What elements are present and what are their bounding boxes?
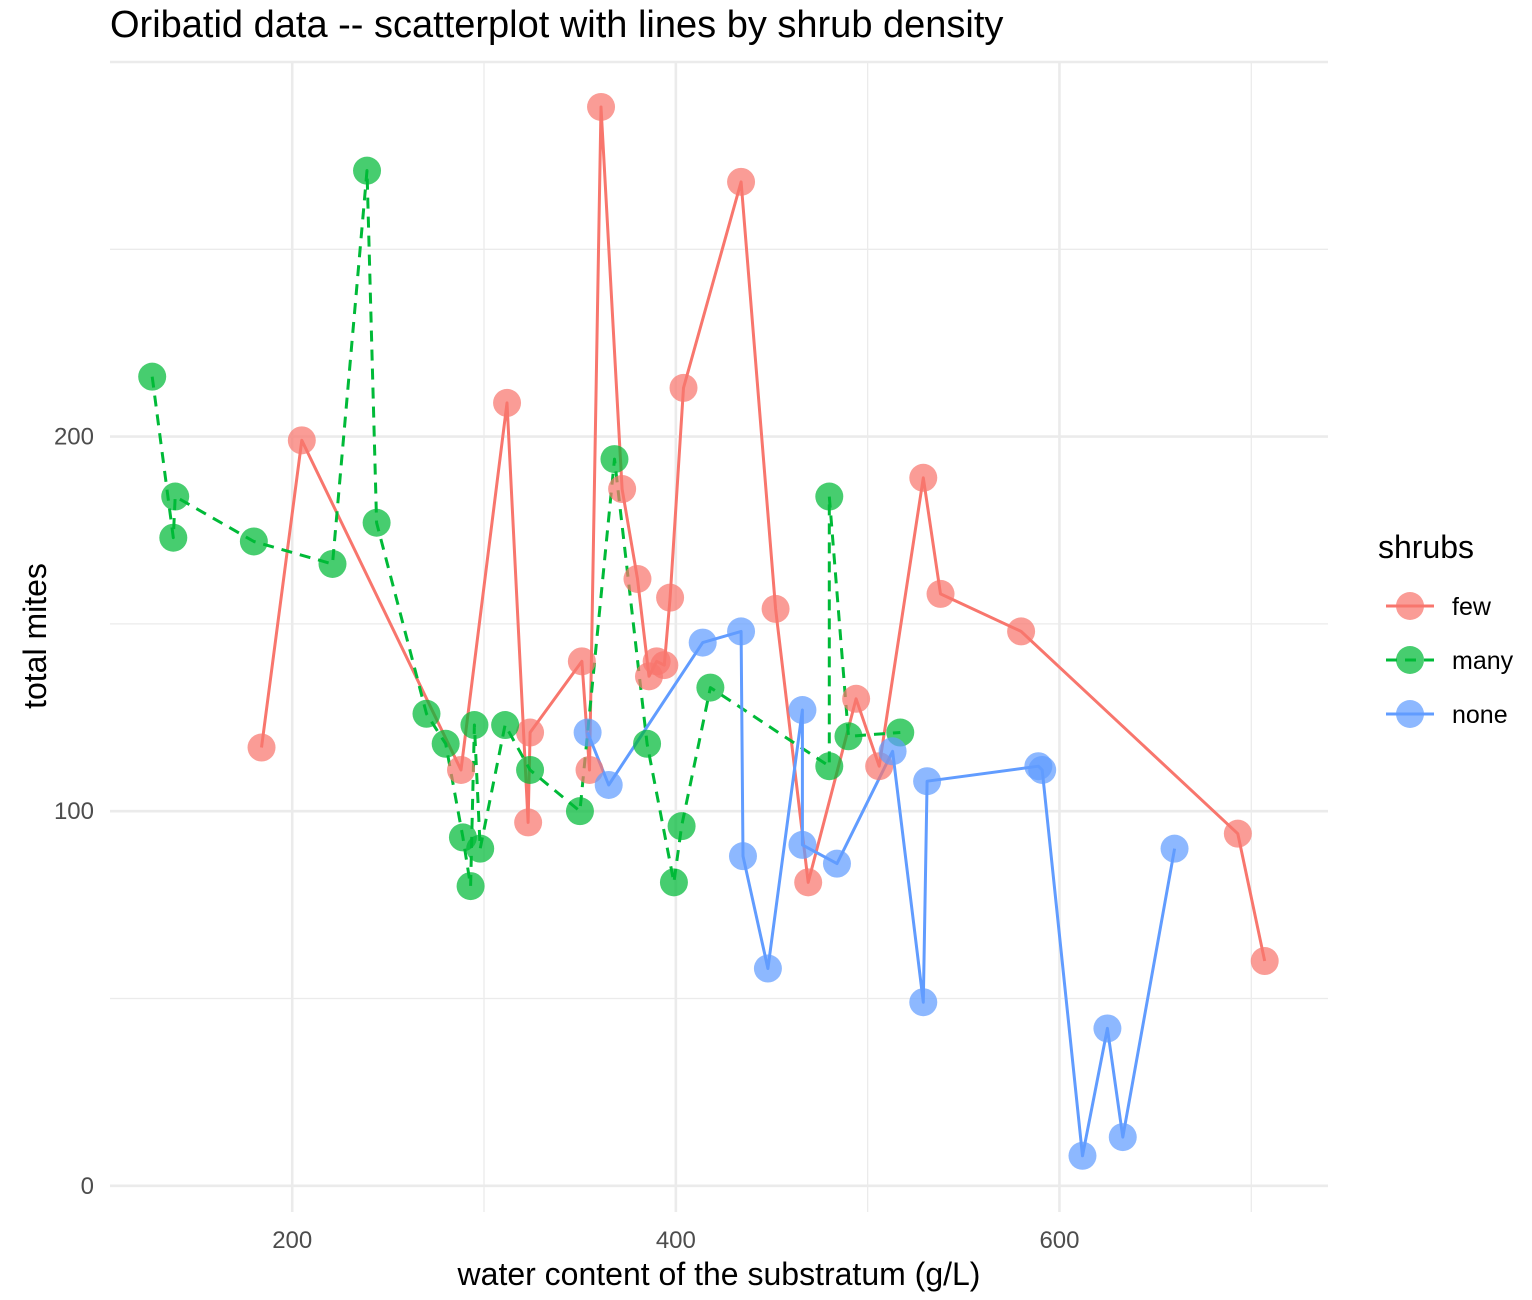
data-point-few <box>794 868 823 897</box>
data-point-few <box>247 733 276 762</box>
data-point-many <box>159 523 188 552</box>
data-point-few <box>669 373 698 402</box>
data-point-few <box>514 808 543 837</box>
data-point-many <box>318 549 347 578</box>
data-point-few <box>909 463 938 492</box>
data-point-many <box>161 482 190 511</box>
data-point-none <box>822 849 851 878</box>
legend-item-many: many <box>1386 646 1514 675</box>
data-point-many <box>491 711 520 740</box>
data-point-many <box>815 482 844 511</box>
y-tick-label: 200 <box>54 424 94 451</box>
data-point-many <box>815 752 844 781</box>
data-point-none <box>753 954 782 983</box>
data-point-few <box>587 92 616 121</box>
data-point-none <box>788 830 817 859</box>
y-tick-label: 100 <box>54 798 94 825</box>
data-point-few <box>575 755 604 784</box>
data-point-few <box>516 718 545 747</box>
data-point-few <box>608 475 637 504</box>
data-point-none <box>1068 1141 1097 1170</box>
x-tick-label: 200 <box>272 1227 312 1254</box>
data-point-many <box>565 797 594 826</box>
data-point-few <box>447 755 476 784</box>
legend-label: none <box>1452 701 1508 729</box>
legend-items: few many none <box>1386 592 1514 729</box>
data-point-few <box>1223 819 1252 848</box>
data-point-many <box>667 812 696 841</box>
data-point-none <box>909 988 938 1017</box>
data-point-none <box>1108 1123 1137 1152</box>
data-point-many <box>138 362 167 391</box>
data-point-none <box>1160 834 1189 863</box>
data-point-many <box>239 527 268 556</box>
data-point-none <box>878 737 907 766</box>
data-point-many <box>516 755 545 784</box>
data-point-many <box>456 872 485 901</box>
data-point-many <box>412 699 441 728</box>
legend-item-none: none <box>1386 700 1508 729</box>
data-point-many <box>431 729 460 758</box>
data-point-few <box>1007 617 1036 646</box>
x-tick-label: 400 <box>656 1227 696 1254</box>
data-point-few <box>493 388 522 417</box>
data-point-few <box>1250 947 1279 976</box>
legend-key-point <box>1396 646 1424 674</box>
data-point-few <box>761 594 790 623</box>
data-point-many <box>696 673 725 702</box>
data-point-none <box>728 842 757 871</box>
legend-label: few <box>1452 593 1492 621</box>
data-point-many <box>659 868 688 897</box>
data-point-many <box>834 722 863 751</box>
legend-key-point <box>1396 700 1424 728</box>
data-point-many <box>460 711 489 740</box>
x-axis-label: water content of the substratum (g/L) <box>457 1256 981 1292</box>
legend-title: shrubs <box>1378 529 1474 565</box>
data-point-many <box>633 729 662 758</box>
data-point-few <box>567 647 596 676</box>
data-point-none <box>913 767 942 796</box>
data-point-few <box>656 583 685 612</box>
data-point-many <box>362 508 391 537</box>
data-point-few <box>727 167 756 196</box>
legend-key-point <box>1396 592 1424 620</box>
legend: shrubs few many none <box>1378 529 1514 729</box>
tick-labels: 200 400 600 0 100 200 <box>54 424 1080 1254</box>
legend-label: many <box>1452 647 1514 675</box>
grid <box>110 60 1328 1212</box>
data-point-none <box>573 718 602 747</box>
x-tick-label: 600 <box>1039 1227 1079 1254</box>
data-point-none <box>594 770 623 799</box>
data-point-none <box>727 617 756 646</box>
data-point-few <box>287 426 316 455</box>
data-point-many <box>466 834 495 863</box>
data-point-few <box>926 579 955 608</box>
data-point-none <box>688 628 717 657</box>
data-point-many <box>600 445 629 474</box>
legend-item-few: few <box>1386 592 1492 621</box>
series-line-few <box>260 105 1267 962</box>
data-point-none <box>1028 755 1057 784</box>
data-point-few <box>842 684 871 713</box>
data-point-few <box>623 564 652 593</box>
data-point-few <box>650 651 679 680</box>
y-axis-label: total mites <box>17 563 53 709</box>
y-tick-label: 0 <box>81 1173 94 1200</box>
data-point-none <box>788 696 817 725</box>
data-point-none <box>1093 1014 1122 1043</box>
data-point-many <box>353 156 382 185</box>
data-points <box>138 92 1279 1170</box>
chart-title: Oribatid data -- scatterplot with lines … <box>110 4 1004 46</box>
